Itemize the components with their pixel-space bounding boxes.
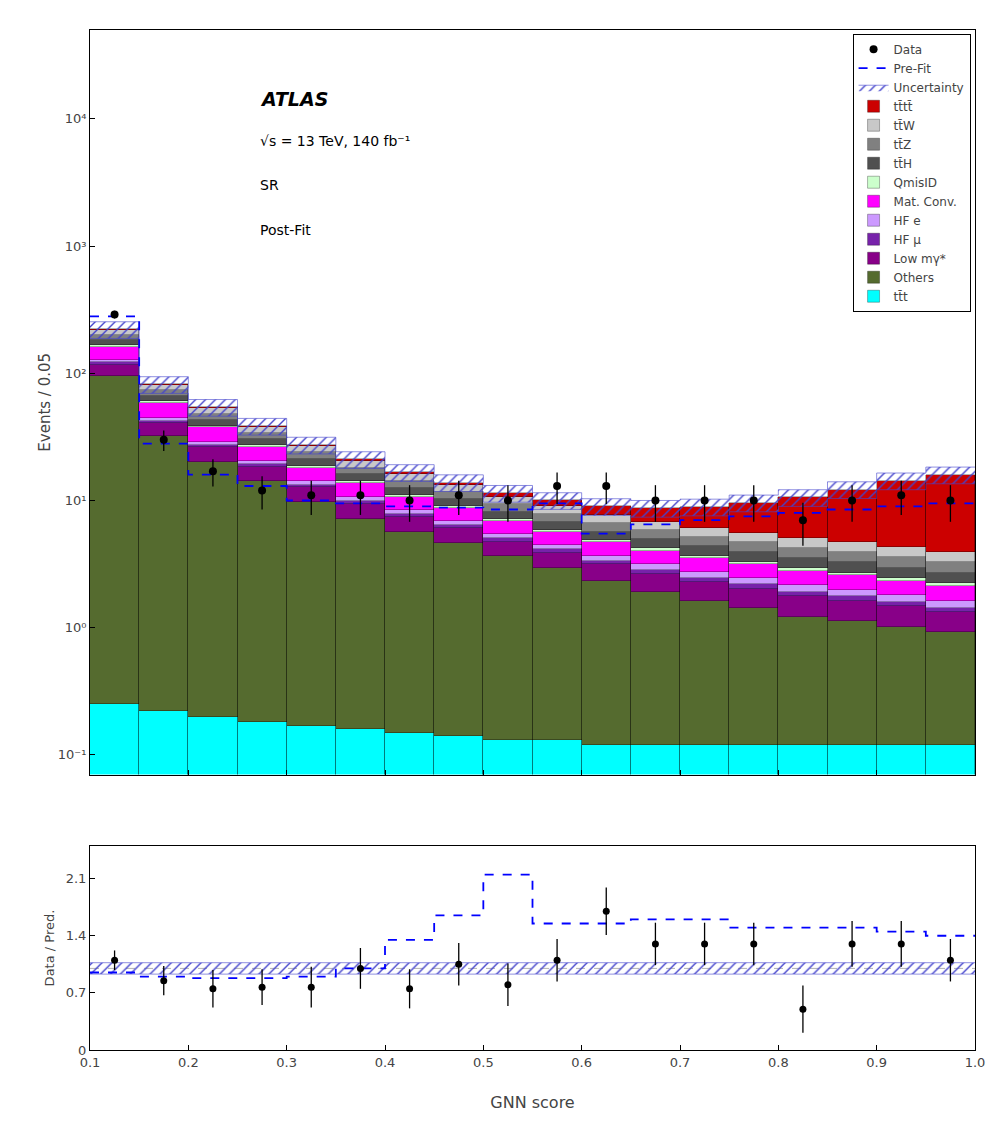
svg-text:Events / 0.05: Events / 0.05: [36, 353, 54, 452]
svg-text:10⁴: 10⁴: [65, 111, 87, 126]
svg-text:√s = 13 TeV, 140 fb⁻¹: √s = 13 TeV, 140 fb⁻¹: [260, 133, 410, 149]
svg-text:tt̄tt̄: tt̄tt̄: [894, 100, 913, 114]
svg-text:ATLAS: ATLAS: [260, 88, 328, 110]
svg-text:Pre-Fit: Pre-Fit: [894, 62, 932, 76]
svg-text:10²: 10²: [65, 366, 87, 381]
svg-text:0.3: 0.3: [276, 1055, 297, 1070]
svg-text:0.4: 0.4: [375, 1055, 396, 1070]
svg-text:0.8: 0.8: [768, 1055, 789, 1070]
svg-text:QmisID: QmisID: [894, 176, 938, 190]
svg-text:0.6: 0.6: [571, 1055, 592, 1070]
svg-text:SR: SR: [260, 177, 279, 193]
svg-text:Low mγ*: Low mγ*: [894, 252, 946, 266]
svg-text:Data / Pred.: Data / Pred.: [42, 910, 57, 987]
svg-text:Post-Fit: Post-Fit: [260, 222, 311, 238]
svg-text:0.2: 0.2: [178, 1055, 199, 1070]
svg-text:10³: 10³: [65, 239, 87, 254]
svg-text:2.1: 2.1: [66, 871, 87, 886]
svg-text:tt̄t: tt̄t: [894, 290, 908, 304]
svg-text:tt̄W: tt̄W: [894, 119, 915, 133]
svg-text:10¹: 10¹: [65, 493, 87, 508]
svg-text:HF e: HF e: [894, 214, 921, 228]
svg-text:Mat. Conv.: Mat. Conv.: [894, 195, 957, 209]
svg-text:HF μ: HF μ: [894, 233, 922, 247]
svg-text:tt̄H: tt̄H: [894, 157, 912, 171]
svg-text:0: 0: [78, 1043, 86, 1058]
svg-text:GNN score: GNN score: [490, 1093, 574, 1112]
svg-text:Data: Data: [894, 43, 923, 57]
svg-text:10⁻¹: 10⁻¹: [58, 747, 87, 762]
svg-text:1.0: 1.0: [965, 1055, 986, 1070]
svg-text:tt̄Z: tt̄Z: [894, 138, 912, 152]
svg-text:0.1: 0.1: [80, 1055, 101, 1070]
svg-text:10⁰: 10⁰: [65, 620, 87, 635]
svg-text:0.5: 0.5: [473, 1055, 494, 1070]
svg-text:Others: Others: [894, 271, 934, 285]
svg-text:0.7: 0.7: [670, 1055, 691, 1070]
svg-text:0.9: 0.9: [866, 1055, 887, 1070]
svg-text:1.4: 1.4: [66, 928, 87, 943]
svg-text:0.7: 0.7: [66, 985, 87, 1000]
svg-text:Uncertainty: Uncertainty: [894, 81, 964, 95]
